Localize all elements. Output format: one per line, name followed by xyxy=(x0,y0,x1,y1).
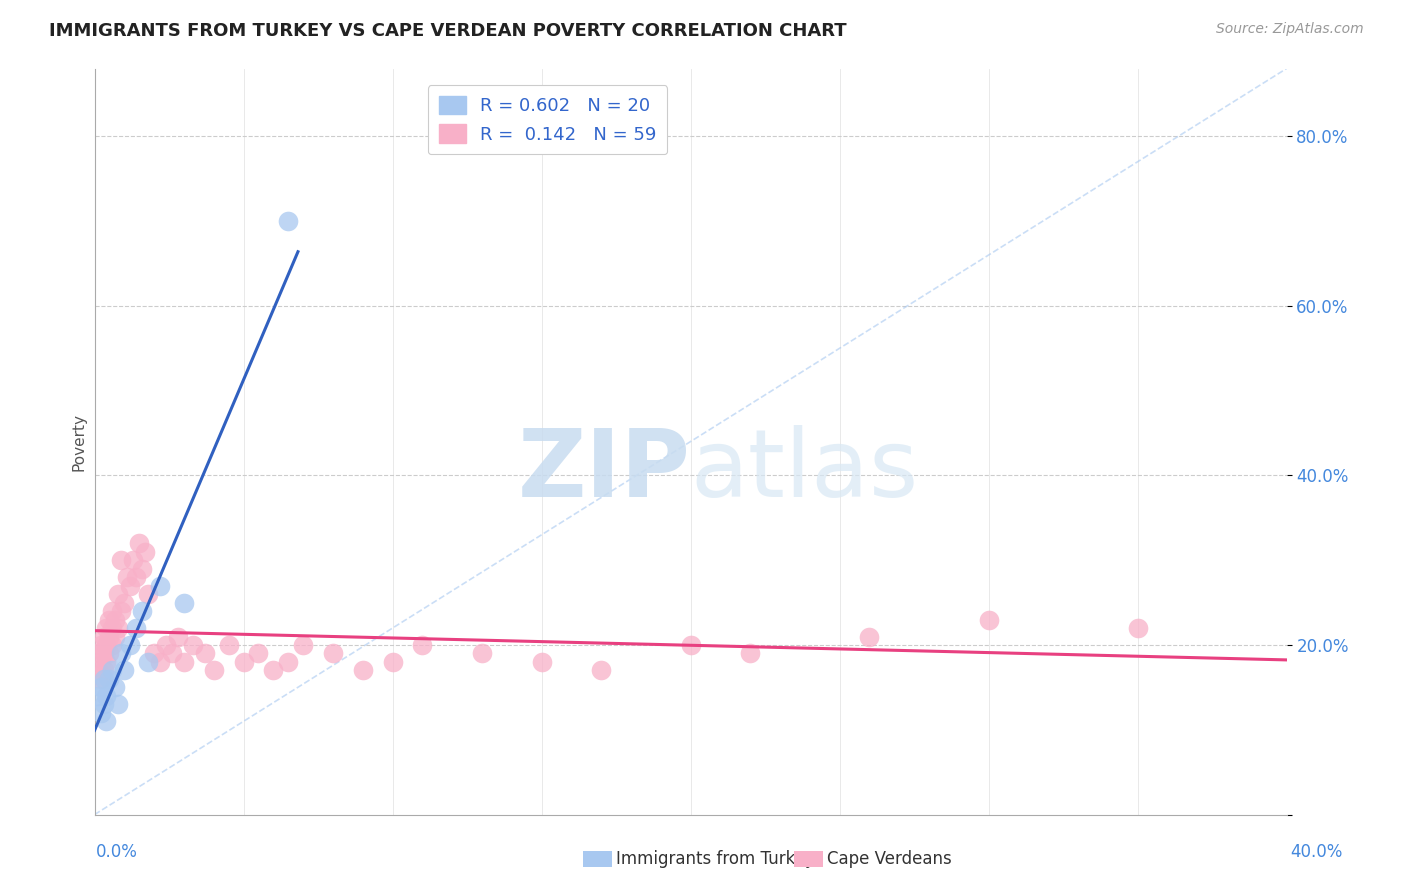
Point xyxy=(173,655,195,669)
Point xyxy=(125,570,148,584)
Point xyxy=(98,647,121,661)
Point xyxy=(149,579,172,593)
Point xyxy=(277,214,299,228)
Text: 0.0%: 0.0% xyxy=(96,843,138,861)
Point xyxy=(136,655,159,669)
Point xyxy=(93,672,115,686)
Point xyxy=(107,698,129,712)
Point xyxy=(128,536,150,550)
Point xyxy=(1126,621,1149,635)
Point xyxy=(96,621,118,635)
Point xyxy=(96,689,118,703)
Point xyxy=(107,621,129,635)
Point xyxy=(86,689,108,703)
Point xyxy=(86,664,108,678)
Point xyxy=(134,545,156,559)
Point xyxy=(381,655,404,669)
Point xyxy=(173,596,195,610)
Point xyxy=(292,638,315,652)
Point xyxy=(101,638,124,652)
Point xyxy=(740,647,762,661)
Legend: R = 0.602   N = 20, R =  0.142   N = 59: R = 0.602 N = 20, R = 0.142 N = 59 xyxy=(427,85,668,154)
Point xyxy=(181,638,204,652)
Point xyxy=(101,604,124,618)
Point xyxy=(143,647,166,661)
Point xyxy=(90,638,112,652)
Point xyxy=(679,638,702,652)
Point xyxy=(136,587,159,601)
Point xyxy=(411,638,433,652)
Point xyxy=(90,681,112,695)
Point xyxy=(86,647,108,661)
Point xyxy=(93,647,115,661)
Point xyxy=(90,706,112,720)
Point xyxy=(96,714,118,729)
Text: atlas: atlas xyxy=(690,425,920,517)
Point xyxy=(96,638,118,652)
Point xyxy=(104,630,127,644)
Text: 40.0%: 40.0% xyxy=(1291,843,1343,861)
Point xyxy=(131,604,153,618)
Y-axis label: Poverty: Poverty xyxy=(72,412,86,471)
Point xyxy=(591,664,613,678)
Point xyxy=(160,647,183,661)
Point xyxy=(101,621,124,635)
Text: Source: ZipAtlas.com: Source: ZipAtlas.com xyxy=(1216,22,1364,37)
Point xyxy=(277,655,299,669)
Point xyxy=(112,596,135,610)
Point xyxy=(112,664,135,678)
Text: Immigrants from Turkey: Immigrants from Turkey xyxy=(616,850,814,868)
Point xyxy=(202,664,225,678)
Text: Cape Verdeans: Cape Verdeans xyxy=(827,850,952,868)
Point xyxy=(120,638,142,652)
Point xyxy=(155,638,177,652)
Point xyxy=(471,647,494,661)
Point xyxy=(96,655,118,669)
Point xyxy=(530,655,553,669)
Point xyxy=(232,655,254,669)
Point xyxy=(110,604,132,618)
Text: ZIP: ZIP xyxy=(517,425,690,517)
Point xyxy=(322,647,344,661)
Point xyxy=(125,621,148,635)
Point xyxy=(110,647,132,661)
Point xyxy=(93,664,115,678)
Point xyxy=(93,630,115,644)
Point xyxy=(98,630,121,644)
Point xyxy=(90,672,112,686)
Point xyxy=(93,698,115,712)
Point xyxy=(262,664,284,678)
Point xyxy=(218,638,240,652)
Text: IMMIGRANTS FROM TURKEY VS CAPE VERDEAN POVERTY CORRELATION CHART: IMMIGRANTS FROM TURKEY VS CAPE VERDEAN P… xyxy=(49,22,846,40)
Point xyxy=(107,587,129,601)
Point xyxy=(352,664,374,678)
Point xyxy=(104,681,127,695)
Point xyxy=(858,630,880,644)
Point xyxy=(247,647,270,661)
Point xyxy=(977,613,1000,627)
Point xyxy=(167,630,190,644)
Point xyxy=(90,655,112,669)
Point xyxy=(122,553,145,567)
Point xyxy=(110,553,132,567)
Point xyxy=(120,579,142,593)
Point xyxy=(131,562,153,576)
Point xyxy=(194,647,217,661)
Point xyxy=(149,655,172,669)
Point xyxy=(117,570,139,584)
Point xyxy=(98,672,121,686)
Point xyxy=(101,664,124,678)
Point xyxy=(98,613,121,627)
Point xyxy=(104,613,127,627)
